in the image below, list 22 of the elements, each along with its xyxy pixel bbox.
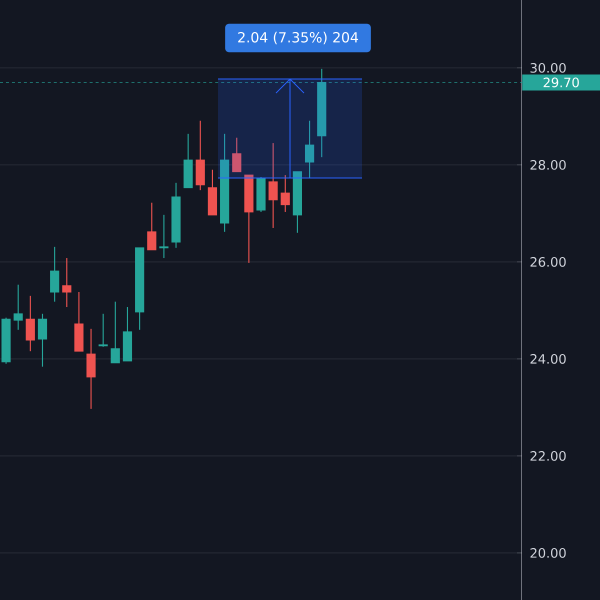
y-tick-label: 26.00 [530,257,566,267]
candlestick [147,202,156,250]
candlestick [110,301,120,364]
y-tick-label: 22.00 [530,451,566,461]
ref-line-label: 29.70 [544,78,579,88]
y-tick-label: 28.00 [530,160,566,170]
candlestick [268,142,278,229]
y-tick-label: 24.00 [530,354,566,364]
candlestick [62,257,72,308]
candlestick [86,328,96,410]
candlestick [38,313,48,368]
annotation: 2.04 (7.35%) 204 [238,32,358,44]
candlestick [50,246,60,302]
candlestick [159,214,168,259]
candlestick [304,120,314,179]
candlestick [14,284,23,330]
candlestick [280,174,290,213]
y-tick-label: 30.00 [530,62,566,73]
candlestick [232,137,242,172]
candlestick [26,295,35,352]
candlestick [98,313,108,348]
y-tick-label: 20.00 [530,548,566,558]
